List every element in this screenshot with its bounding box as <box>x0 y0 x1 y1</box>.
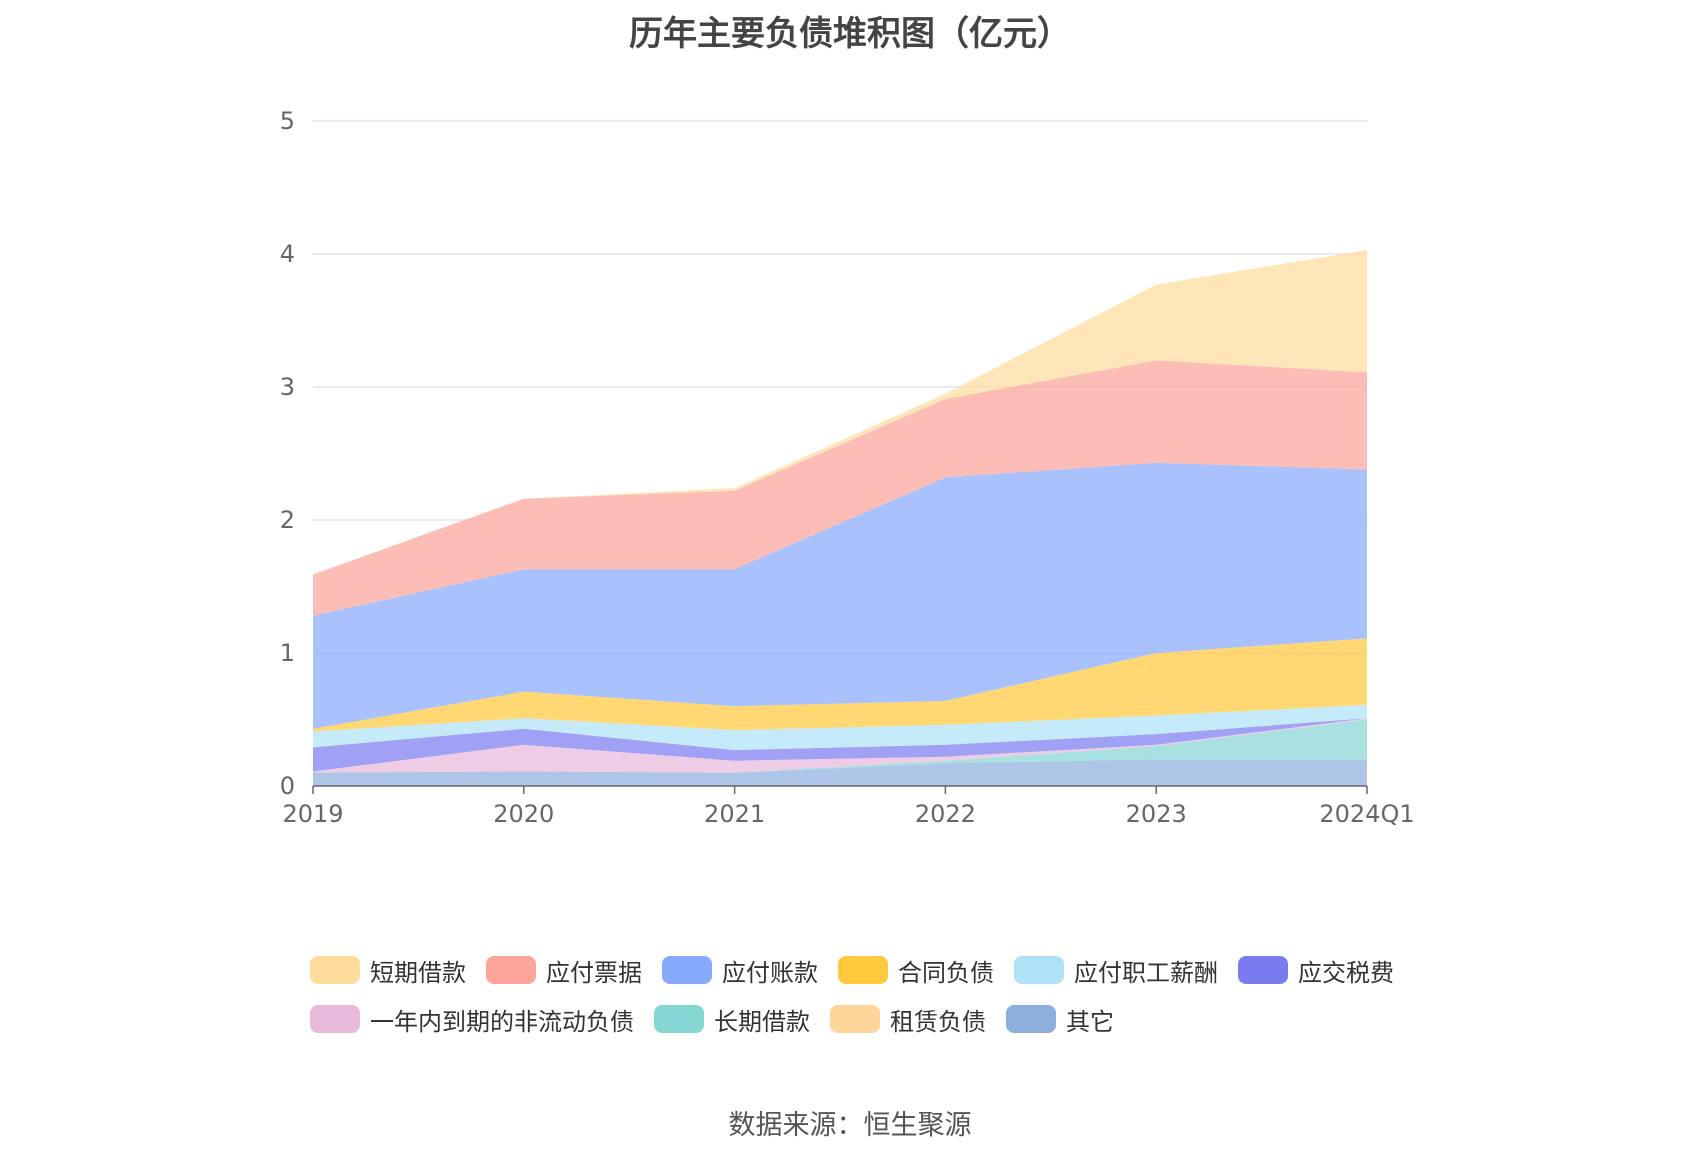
legend-item[interactable]: 租赁负债 <box>830 1002 986 1037</box>
legend-label: 应交税费 <box>1298 958 1394 987</box>
area-series <box>313 718 1367 773</box>
legend: 短期借款 应付票据 应付账款 合同负债 应付职工薪酬 应交税费 一年内到期的非流动负债 长期… <box>310 955 1460 1053</box>
legend-swatch <box>1238 956 1288 984</box>
legend-label: 应付票据 <box>546 958 642 987</box>
legend-label: 短期借款 <box>370 958 466 987</box>
legend-swatch <box>654 1005 704 1033</box>
y-tick-label: 3 <box>280 373 295 401</box>
legend-swatch <box>662 956 712 984</box>
legend-swatch <box>310 956 360 984</box>
area-series <box>313 704 1367 751</box>
legend-label: 租赁负债 <box>890 1007 986 1036</box>
legend-swatch <box>1006 1005 1056 1033</box>
legend-item[interactable]: 应付职工薪酬 <box>1014 953 1218 988</box>
x-tick-label: 2022 <box>915 800 976 828</box>
data-source: 数据来源：恒生聚源 <box>728 1110 972 1141</box>
legend-swatch <box>830 1005 880 1033</box>
legend-label: 应付账款 <box>722 958 818 987</box>
legend-item[interactable]: 短期借款 <box>310 953 466 988</box>
legend-label: 应付职工薪酬 <box>1074 958 1218 987</box>
legend-swatch <box>486 956 536 984</box>
legend-item[interactable]: 一年内到期的非流动负债 <box>310 1002 634 1037</box>
area-series <box>313 360 1367 616</box>
x-tick-label: 2023 <box>1126 800 1187 828</box>
area-series <box>313 638 1367 732</box>
area-series <box>313 250 1367 575</box>
legend-item[interactable]: 其它 <box>1006 1002 1114 1037</box>
legend-swatch <box>310 1005 360 1033</box>
legend-swatch <box>1014 956 1064 984</box>
chart-title: 历年主要负债堆积图（亿元） <box>629 14 1071 54</box>
legend-label: 长期借款 <box>714 1007 810 1036</box>
y-tick-label: 4 <box>280 240 295 268</box>
legend-item[interactable]: 长期借款 <box>654 1002 810 1037</box>
area-series <box>313 759 1367 786</box>
legend-item[interactable]: 应付账款 <box>662 953 818 988</box>
legend-item[interactable]: 应交税费 <box>1238 953 1394 988</box>
legend-label: 一年内到期的非流动负债 <box>370 1007 634 1036</box>
legend-row-1: 短期借款 应付票据 应付账款 合同负债 应付职工薪酬 应交税费 <box>310 953 1460 988</box>
legend-row-2: 一年内到期的非流动负债 长期借款 租赁负债 其它 <box>310 1002 1460 1037</box>
area-series <box>313 719 1367 773</box>
x-tick-label: 2024Q1 <box>1319 800 1414 828</box>
x-tick-label: 2019 <box>282 800 343 828</box>
stacked-area-chart: 0 1 2 3 4 5 2019 2020 2021 2022 2023 2024Q1 <box>280 107 1415 828</box>
y-tick-label: 0 <box>280 772 295 800</box>
legend-label: 合同负债 <box>898 958 994 987</box>
x-tick-label: 2020 <box>493 800 554 828</box>
y-tick-label: 2 <box>280 506 295 534</box>
y-tick-label: 5 <box>280 107 295 135</box>
legend-swatch <box>838 956 888 984</box>
y-tick-label: 1 <box>280 639 295 667</box>
area-series <box>313 462 1367 729</box>
legend-item[interactable]: 应付票据 <box>486 953 642 988</box>
legend-item[interactable]: 合同负债 <box>838 953 994 988</box>
x-tick-label: 2021 <box>704 800 765 828</box>
legend-label: 其它 <box>1066 1007 1114 1036</box>
